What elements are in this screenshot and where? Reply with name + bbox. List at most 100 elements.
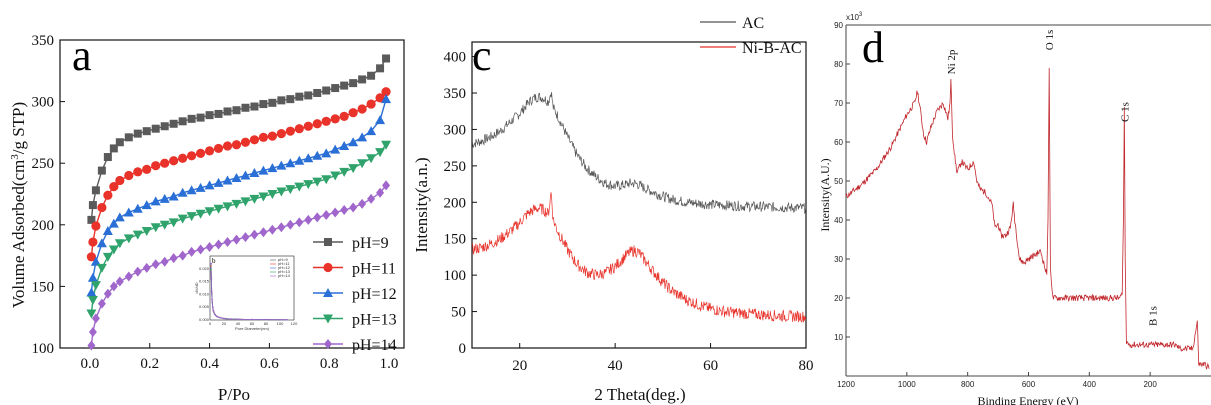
panel-a-data-point [222, 141, 233, 151]
inset-data-point [237, 318, 239, 321]
panel-d-xtick-label: 1200 [837, 380, 855, 389]
panel-a-data-point [358, 198, 367, 209]
panel-a-data-point [322, 209, 331, 220]
panel-c-ytick-label: 150 [444, 232, 467, 248]
inset-data-point [286, 318, 288, 321]
inset-data-point [210, 262, 212, 265]
panel-a-data-point [358, 75, 367, 84]
panel-a-data-point [222, 175, 233, 185]
panel-a-data-point [195, 209, 206, 219]
panel-a-markers [86, 54, 392, 351]
panel-a-legend-label: pH=12 [352, 286, 397, 303]
panel-a-legend-marker [323, 314, 333, 324]
panel-c-ylabel: Intensity(a.n.) [412, 157, 431, 252]
panel-a-data-point [168, 191, 179, 201]
panel-a-data-point [330, 114, 340, 124]
panel-a-data-point [276, 129, 286, 139]
inset-legend-label: pH=12 [278, 265, 291, 270]
panel-a-label: a [72, 31, 92, 80]
panel-c-legend-label: Ni-B-AC [742, 40, 802, 57]
panel-a-data-point [249, 135, 260, 145]
panel-a-data-point [187, 114, 196, 123]
panel-a-data-point [382, 54, 391, 63]
panel-a-data-point [357, 159, 368, 169]
inset-data-point [279, 318, 281, 321]
panel-a-data-point [195, 148, 206, 158]
panel-d-ytick-label: 40 [834, 216, 843, 225]
panel-a-data-point [186, 212, 197, 222]
panel-a-data-point [330, 144, 341, 154]
panel-a-data-point [87, 215, 96, 224]
inset-data-point [211, 298, 214, 301]
panel-a-legend: pH=9 pH=11 pH=12 pH=13 pH=14 [313, 235, 397, 354]
inset-legend-label: pH=13 [278, 269, 291, 274]
panel-a-data-point [109, 182, 119, 192]
panel-a-data-point [160, 122, 169, 131]
panel-a-data-point [142, 127, 151, 136]
panel-a-data-point [294, 155, 305, 165]
panel-a-data-point [295, 217, 304, 228]
panel-a-data-point [109, 144, 118, 153]
panel-d-axes: 1200 1000 800 600 400 200 10 20 30 40 50 60 70 80 90 [834, 21, 1211, 389]
panel-a-data-point [142, 164, 152, 174]
panel-a-data-point [258, 192, 269, 202]
panel-a-legend-marker [323, 262, 333, 273]
inset-xtick-label: 0 [209, 321, 212, 326]
panel-a-data-point [376, 187, 385, 198]
panel-c-ytick-label: 300 [444, 122, 467, 138]
panel-d-ytick-label: 50 [834, 177, 843, 186]
panel-c-axes: 20 40 60 80 0 50 100 150 200 250 300 350 400 [444, 41, 814, 374]
panel-a-data-point [241, 232, 250, 243]
inset-xtick-label: 40 [236, 321, 241, 326]
panel-a-data-point [91, 313, 100, 324]
panel-d-chart: 1200 1000 800 600 400 200 10 20 30 40 50 60 70 80 90 d… [818, 12, 1211, 405]
panel-a-data-point [349, 202, 358, 213]
inset-ytick-label: 0.020 [199, 266, 210, 271]
panel-a-data-point [375, 115, 386, 125]
panel-d-ytick-label: 90 [834, 21, 843, 30]
panel-a-data-point [303, 180, 314, 190]
panel-a-data-point [115, 276, 124, 287]
panel-a-xtick-label: 0.2 [140, 356, 159, 372]
panel-a-data-point [151, 124, 160, 133]
panel-a-frame [59, 39, 405, 349]
inset-data-point [251, 318, 253, 321]
panel-a-data-point [90, 281, 101, 291]
panel-a-data-point [381, 87, 391, 97]
panel-c-legend-label: AC [742, 15, 764, 32]
panel-a-data-point [348, 164, 359, 174]
inset-ytick-label: 0.000 [199, 317, 210, 322]
panel-a-data-point [213, 204, 224, 214]
panel-a-data-point [169, 156, 179, 166]
panel-a-data-point [213, 143, 224, 154]
panel-a-data-point [312, 177, 323, 187]
panel-a-data-point [240, 170, 251, 180]
panel-a-data-point [277, 96, 286, 105]
panel-c-ytick-label: 200 [444, 195, 467, 211]
panel-a-data-point [178, 153, 188, 163]
panel-a-xtick-label: 0.8 [320, 356, 339, 372]
panel-d-peak-label: B 1s [1148, 306, 1160, 326]
panel-a-data-point [348, 108, 358, 118]
panel-a-data-point [249, 168, 260, 178]
panel-a-data-point [186, 185, 197, 195]
panel-a-data-point [267, 190, 278, 199]
panel-a-data-point [366, 154, 377, 164]
panel-a-data-point [87, 340, 96, 351]
panel-a-data-point [91, 186, 100, 195]
panel-c-label: c [472, 31, 492, 80]
panel-a-data-point [321, 148, 332, 158]
panel-c-series-lines [471, 92, 807, 323]
panel-c-chart: 20 40 60 80 0 50 100 150 200 250 300 350 400 c 2 The… [412, 15, 814, 404]
panel-d-peak-label: Ni 2p [946, 49, 958, 74]
panel-a-data-point [339, 167, 350, 177]
panel-d-ytick-label: 60 [834, 138, 843, 147]
panel-a-data-point [114, 212, 125, 222]
inset-xtick-label: 100 [277, 321, 284, 326]
panel-a-data-point [159, 220, 170, 230]
panel-a-data-point [178, 250, 187, 261]
panel-a-legend-marker [323, 288, 333, 297]
panel-d-xtick-label: 200 [1143, 380, 1157, 389]
panel-a-data-point [357, 104, 367, 114]
panel-a-data-point [259, 227, 268, 238]
